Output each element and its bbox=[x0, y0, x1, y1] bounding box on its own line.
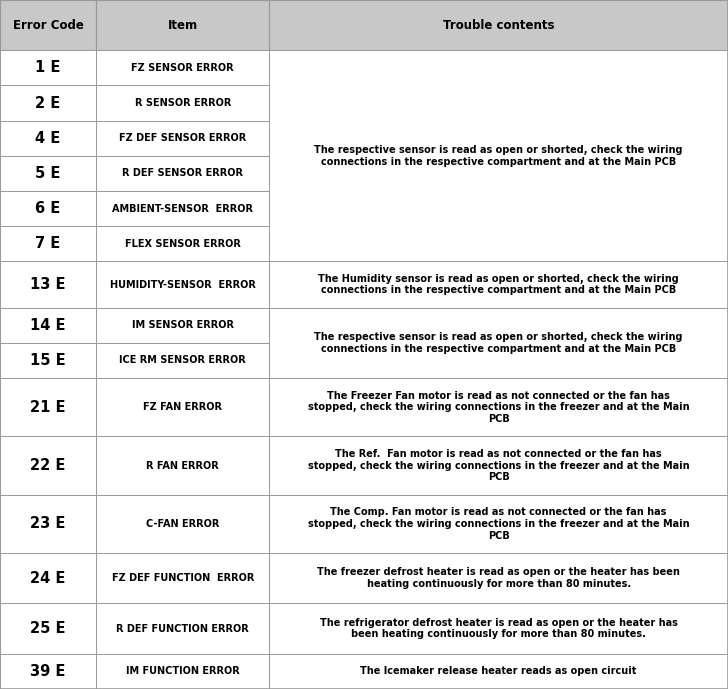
Bar bbox=[0, 378, 96, 436]
Bar bbox=[0, 553, 96, 604]
Bar bbox=[96, 261, 269, 308]
Text: 5 E: 5 E bbox=[36, 166, 60, 181]
Text: 2 E: 2 E bbox=[36, 96, 60, 110]
Bar bbox=[269, 604, 728, 654]
Bar bbox=[96, 654, 269, 689]
Bar bbox=[96, 308, 269, 343]
Text: ICE RM SENSOR ERROR: ICE RM SENSOR ERROR bbox=[119, 356, 246, 365]
Bar bbox=[0, 343, 96, 378]
Text: FZ DEF SENSOR ERROR: FZ DEF SENSOR ERROR bbox=[119, 133, 246, 143]
Text: R DEF SENSOR ERROR: R DEF SENSOR ERROR bbox=[122, 168, 243, 178]
Text: 7 E: 7 E bbox=[36, 236, 60, 251]
Bar bbox=[0, 156, 96, 191]
Bar bbox=[0, 0, 96, 50]
Text: Trouble contents: Trouble contents bbox=[443, 19, 555, 32]
Bar bbox=[0, 495, 96, 553]
Text: The respective sensor is read as open or shorted, check the wiring
connections i: The respective sensor is read as open or… bbox=[314, 332, 683, 353]
Bar bbox=[96, 226, 269, 261]
Text: 22 E: 22 E bbox=[31, 458, 66, 473]
Bar bbox=[96, 85, 269, 121]
Text: 23 E: 23 E bbox=[31, 517, 66, 531]
Bar bbox=[269, 308, 728, 378]
Bar bbox=[96, 191, 269, 226]
Text: FZ FAN ERROR: FZ FAN ERROR bbox=[143, 402, 222, 412]
Text: The Ref.  Fan motor is read as not connected or the fan has
stopped, check the w: The Ref. Fan motor is read as not connec… bbox=[308, 449, 689, 482]
Text: The Humidity sensor is read as open or shorted, check the wiring
connections in : The Humidity sensor is read as open or s… bbox=[318, 274, 679, 296]
Text: 13 E: 13 E bbox=[31, 277, 66, 292]
Bar bbox=[0, 191, 96, 226]
Bar bbox=[96, 156, 269, 191]
Bar bbox=[269, 261, 728, 308]
Text: FLEX SENSOR ERROR: FLEX SENSOR ERROR bbox=[124, 239, 241, 249]
Bar bbox=[269, 654, 728, 689]
Text: The respective sensor is read as open or shorted, check the wiring
connections i: The respective sensor is read as open or… bbox=[314, 145, 683, 167]
Text: 25 E: 25 E bbox=[31, 621, 66, 636]
Bar bbox=[269, 495, 728, 553]
Text: Item: Item bbox=[167, 19, 198, 32]
Bar bbox=[0, 308, 96, 343]
Bar bbox=[96, 436, 269, 495]
Text: The Comp. Fan motor is read as not connected or the fan has
stopped, check the w: The Comp. Fan motor is read as not conne… bbox=[308, 507, 689, 541]
Bar bbox=[269, 378, 728, 436]
Text: HUMIDITY-SENSOR  ERROR: HUMIDITY-SENSOR ERROR bbox=[110, 280, 256, 289]
Text: R SENSOR ERROR: R SENSOR ERROR bbox=[135, 98, 231, 108]
Bar bbox=[96, 0, 269, 50]
Text: 39 E: 39 E bbox=[31, 664, 66, 679]
Bar bbox=[0, 261, 96, 308]
Bar bbox=[96, 121, 269, 156]
Text: C-FAN ERROR: C-FAN ERROR bbox=[146, 519, 219, 529]
Text: The refrigerator defrost heater is read as open or the heater has
been heating c: The refrigerator defrost heater is read … bbox=[320, 618, 678, 639]
Text: 4 E: 4 E bbox=[36, 131, 60, 146]
Text: FZ DEF FUNCTION  ERROR: FZ DEF FUNCTION ERROR bbox=[111, 573, 254, 584]
Bar bbox=[269, 50, 728, 261]
Text: 1 E: 1 E bbox=[36, 61, 60, 75]
Bar bbox=[0, 121, 96, 156]
Text: AMBIENT-SENSOR  ERROR: AMBIENT-SENSOR ERROR bbox=[112, 203, 253, 214]
Text: 21 E: 21 E bbox=[31, 400, 66, 415]
Text: The Freezer Fan motor is read as not connected or the fan has
stopped, check the: The Freezer Fan motor is read as not con… bbox=[308, 391, 689, 424]
Text: Error Code: Error Code bbox=[12, 19, 84, 32]
Text: IM FUNCTION ERROR: IM FUNCTION ERROR bbox=[126, 666, 240, 677]
Text: FZ SENSOR ERROR: FZ SENSOR ERROR bbox=[132, 63, 234, 73]
Text: 14 E: 14 E bbox=[31, 318, 66, 333]
Text: R DEF FUNCTION ERROR: R DEF FUNCTION ERROR bbox=[116, 624, 249, 634]
Bar bbox=[96, 378, 269, 436]
Bar bbox=[96, 50, 269, 85]
Bar bbox=[96, 495, 269, 553]
Bar bbox=[269, 0, 728, 50]
Bar bbox=[96, 604, 269, 654]
Text: The Icemaker release heater reads as open circuit: The Icemaker release heater reads as ope… bbox=[360, 666, 637, 677]
Bar bbox=[96, 343, 269, 378]
Text: 6 E: 6 E bbox=[36, 201, 60, 216]
Bar bbox=[96, 553, 269, 604]
Text: R FAN ERROR: R FAN ERROR bbox=[146, 460, 219, 471]
Bar bbox=[269, 436, 728, 495]
Bar bbox=[269, 553, 728, 604]
Text: IM SENSOR ERROR: IM SENSOR ERROR bbox=[132, 320, 234, 330]
Text: 15 E: 15 E bbox=[31, 353, 66, 368]
Text: The freezer defrost heater is read as open or the heater has been
heating contin: The freezer defrost heater is read as op… bbox=[317, 568, 680, 589]
Bar bbox=[0, 85, 96, 121]
Text: 24 E: 24 E bbox=[31, 570, 66, 586]
Bar bbox=[0, 50, 96, 85]
Bar bbox=[0, 226, 96, 261]
Bar bbox=[0, 604, 96, 654]
Bar bbox=[0, 654, 96, 689]
Bar bbox=[0, 436, 96, 495]
